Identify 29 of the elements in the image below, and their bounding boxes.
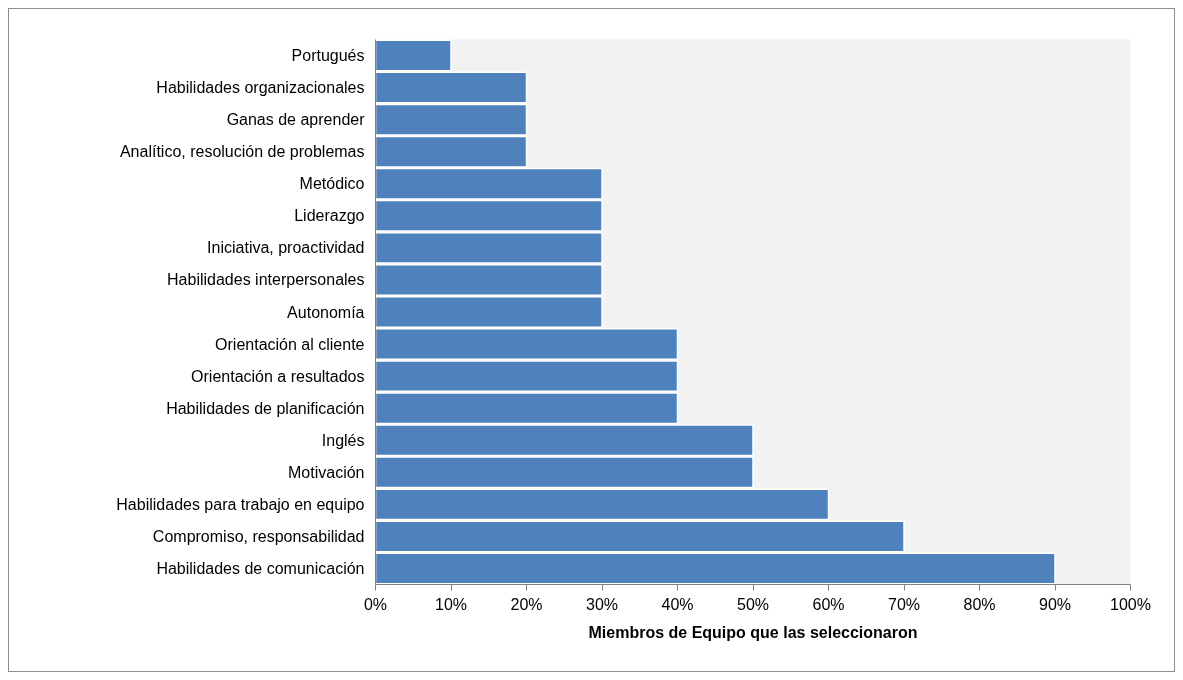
- y-tick-label: Habilidades para trabajo en equipo: [116, 495, 365, 513]
- y-tick-label: Iniciativa, proactividad: [207, 239, 365, 257]
- x-tick-label: 80%: [963, 595, 996, 613]
- y-tick-label: Metódico: [299, 175, 365, 193]
- x-tick-label: 20%: [510, 595, 543, 613]
- x-tick-label: 90%: [1038, 595, 1072, 613]
- y-tick-label: Habilidades interpersonales: [167, 271, 365, 289]
- y-tick-label: Orientación al cliente: [215, 335, 365, 353]
- x-tick-label: 70%: [887, 595, 921, 613]
- y-tick-label: Portugués: [291, 47, 365, 65]
- y-tick-label: Orientación a resultados: [191, 367, 365, 385]
- x-axis-title: Miembros de Equipo que las seleccionaron: [588, 623, 918, 641]
- x-tick-label: 40%: [661, 595, 694, 613]
- y-tick-label: Motivación: [288, 463, 365, 481]
- y-tick-label: Inglés: [321, 431, 365, 449]
- x-tick-label: 10%: [434, 595, 468, 613]
- x-tick-label: 0%: [363, 595, 388, 613]
- x-tick-label: 30%: [585, 595, 619, 613]
- x-tick-label: 100%: [1110, 595, 1151, 613]
- y-tick-label: Liderazgo: [294, 207, 365, 225]
- y-tick-label: Habilidades organizacionales: [156, 79, 365, 97]
- x-tick-label: 50%: [736, 595, 770, 613]
- y-tick-label: Analítico, resolución de problemas: [119, 143, 365, 161]
- y-tick-label: Compromiso, responsabilidad: [152, 527, 365, 545]
- y-tick-label: Autonomía: [287, 303, 365, 321]
- y-tick-label: Habilidades de comunicación: [156, 559, 365, 577]
- y-tick-label: Habilidades de planificación: [166, 399, 365, 417]
- y-tick-label: Ganas de aprender: [226, 111, 366, 129]
- x-tick-label: 60%: [812, 595, 845, 613]
